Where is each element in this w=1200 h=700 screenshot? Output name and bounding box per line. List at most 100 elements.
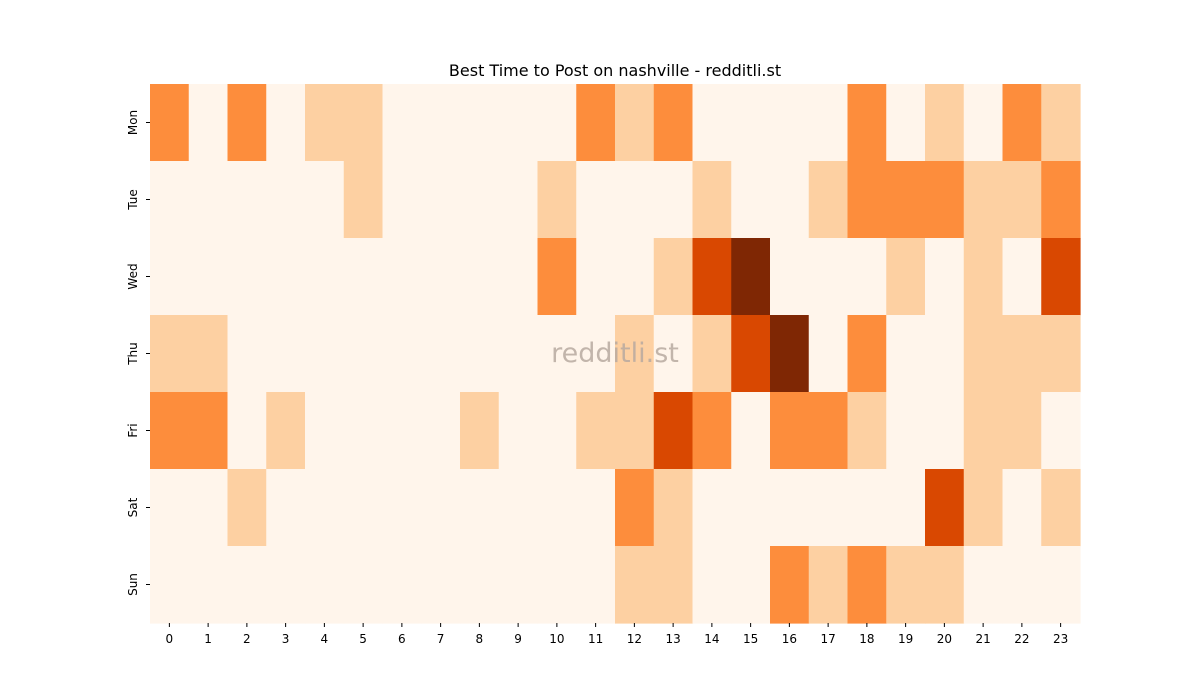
- heatmap-cell-sun-10: [537, 546, 577, 624]
- x-tick-label: 13: [665, 632, 680, 646]
- heatmap-cell-tue-5: [343, 161, 384, 239]
- heatmap-cell-wed-21: [963, 238, 1004, 316]
- heatmap-cell-tue-14: [692, 161, 732, 239]
- heatmap-cell-tue-21: [963, 161, 1004, 239]
- heatmap-cell-sat-22: [1002, 469, 1042, 547]
- heatmap-cell-sat-19: [886, 469, 926, 547]
- heatmap-cell-thu-15: [731, 315, 771, 393]
- heatmap-cell-thu-7: [421, 315, 461, 393]
- heatmap-cell-mon-20: [925, 84, 965, 162]
- x-tick-label: 3: [282, 632, 290, 646]
- heatmap-cell-fri-17: [808, 392, 849, 470]
- heatmap-cell-tue-15: [731, 161, 771, 239]
- heatmap-cell-wed-14: [692, 238, 732, 316]
- heatmap-cell-mon-3: [266, 84, 306, 162]
- heatmap-cell-mon-5: [343, 84, 384, 162]
- heatmap-cell-mon-23: [1041, 84, 1081, 162]
- heatmap-cell-wed-2: [227, 238, 267, 316]
- heatmap-cell-wed-23: [1041, 238, 1081, 316]
- heatmap-cell-fri-15: [731, 392, 771, 470]
- heatmap-cell-fri-1: [188, 392, 229, 470]
- heatmap-cell-mon-18: [847, 84, 887, 162]
- heatmap-cell-tue-10: [537, 161, 577, 239]
- heatmap-cell-sun-0: [150, 546, 190, 624]
- heatmap-cell-fri-2: [227, 392, 267, 470]
- heatmap-cell-sat-9: [498, 469, 539, 547]
- heatmap-cell-mon-15: [731, 84, 771, 162]
- heatmap-cell-mon-13: [653, 84, 694, 162]
- heatmap-cell-fri-10: [537, 392, 577, 470]
- heatmap-cell-sun-3: [266, 546, 306, 624]
- heatmap-cell-wed-5: [343, 238, 384, 316]
- heatmap-cell-sun-8: [460, 546, 500, 624]
- heatmap-cell-wed-7: [421, 238, 461, 316]
- heatmap-cell-sun-21: [963, 546, 1004, 624]
- heatmap-cell-wed-16: [770, 238, 810, 316]
- heatmap-cell-tue-0: [150, 161, 190, 239]
- heatmap-cell-mon-21: [963, 84, 1004, 162]
- heatmap-cell-thu-18: [847, 315, 887, 393]
- heatmap-cell-thu-20: [925, 315, 965, 393]
- heatmap-cell-thu-2: [227, 315, 267, 393]
- heatmap-cell-sun-20: [925, 546, 965, 624]
- heatmap-cell-thu-11: [576, 315, 616, 393]
- heatmap-cell-sun-4: [305, 546, 345, 624]
- x-axis: 0 1 2 3 4 5 6 7 8 9 10 11 12 13 14 15 16 17 18 19 20 21 22 23: [166, 623, 1068, 646]
- heatmap-cell-mon-12: [615, 84, 655, 162]
- heatmap-cell-thu-14: [692, 315, 732, 393]
- heatmap-cell-tue-20: [925, 161, 965, 239]
- heatmap-cell-sat-18: [847, 469, 887, 547]
- x-tick-label: 10: [549, 632, 564, 646]
- heatmap-cell-wed-13: [653, 238, 694, 316]
- heatmap-cell-fri-0: [150, 392, 190, 470]
- heatmap-cell-fri-13: [653, 392, 694, 470]
- heatmap-cell-thu-12: [615, 315, 655, 393]
- heatmap-cell-sat-10: [537, 469, 577, 547]
- x-tick-label: 1: [204, 632, 212, 646]
- heatmap-cell-sun-14: [692, 546, 732, 624]
- y-tick-label: Sat: [126, 497, 140, 517]
- heatmap-cell-sat-8: [460, 469, 500, 547]
- x-tick-label: 19: [898, 632, 913, 646]
- heatmap-cell-fri-11: [576, 392, 616, 470]
- heatmap-cell-tue-17: [808, 161, 849, 239]
- heatmap-cell-mon-8: [460, 84, 500, 162]
- x-tick-label: 14: [704, 632, 719, 646]
- heatmap-cell-thu-10: [537, 315, 577, 393]
- watermark: redditli.st: [551, 338, 679, 369]
- y-axis: Mon Tue Wed Thu Fri Sat Sun: [126, 110, 150, 596]
- heatmap-cell-mon-22: [1002, 84, 1042, 162]
- y-tick-label: Fri: [126, 423, 140, 437]
- heatmap-cell-mon-17: [808, 84, 849, 162]
- heatmap-cell-sat-1: [188, 469, 229, 547]
- x-tick-label: 12: [627, 632, 642, 646]
- heatmap-cell-fri-4: [305, 392, 345, 470]
- x-tick-label: 4: [321, 632, 329, 646]
- x-tick-label: 23: [1053, 632, 1068, 646]
- heatmap-cell-sat-4: [305, 469, 345, 547]
- chart-title: Best Time to Post on nashville - redditl…: [449, 61, 781, 80]
- heatmap-cell-wed-6: [382, 238, 422, 316]
- heatmap-cell-sat-7: [421, 469, 461, 547]
- heatmap-cell-sun-13: [653, 546, 694, 624]
- heatmap-cell-thu-4: [305, 315, 345, 393]
- y-tick-label: Wed: [126, 263, 140, 289]
- heatmap-cell-sun-12: [615, 546, 655, 624]
- heatmap-cell-fri-9: [498, 392, 539, 470]
- heatmap-cell-thu-1: [188, 315, 229, 393]
- heatmap-cell-thu-0: [150, 315, 190, 393]
- heatmap-cell-sat-14: [692, 469, 732, 547]
- heatmap-cell-tue-7: [421, 161, 461, 239]
- heatmap-cell-sat-16: [770, 469, 810, 547]
- heatmap-cell-thu-21: [963, 315, 1004, 393]
- heatmap-cell-wed-19: [886, 238, 926, 316]
- heatmap-cell-sun-19: [886, 546, 926, 624]
- x-tick-label: 21: [975, 632, 990, 646]
- heatmap-cell-fri-14: [692, 392, 732, 470]
- x-tick-label: 22: [1014, 632, 1029, 646]
- heatmap-cell-sat-3: [266, 469, 306, 547]
- y-tick-label: Sun: [126, 573, 140, 596]
- heatmap-cell-sat-21: [963, 469, 1004, 547]
- x-tick-label: 16: [782, 632, 797, 646]
- heatmap-cell-tue-3: [266, 161, 306, 239]
